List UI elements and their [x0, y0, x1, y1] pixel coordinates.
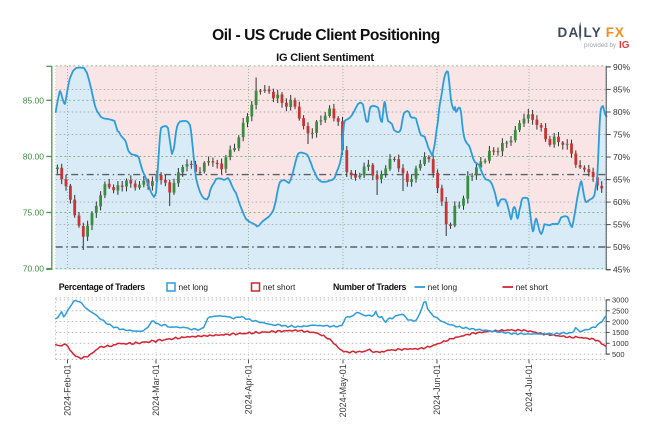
- svg-text:IG Client Sentiment: IG Client Sentiment: [276, 52, 374, 64]
- svg-text:LY: LY: [584, 25, 602, 40]
- svg-text:Percentage of Traders: Percentage of Traders: [59, 282, 146, 292]
- svg-text:1500: 1500: [612, 328, 629, 337]
- svg-text:net long: net long: [179, 282, 209, 292]
- svg-text:provided by: provided by: [584, 42, 617, 49]
- svg-text:3000: 3000: [612, 296, 629, 305]
- svg-text:2024-Jul-01: 2024-Jul-01: [524, 364, 534, 412]
- svg-text:net long: net long: [428, 282, 458, 292]
- svg-text:60%: 60%: [613, 197, 630, 207]
- svg-text:85%: 85%: [613, 84, 630, 94]
- svg-text:65%: 65%: [613, 175, 630, 185]
- svg-text:75%: 75%: [613, 130, 630, 140]
- svg-text:DA: DA: [558, 25, 580, 40]
- svg-text:2000: 2000: [612, 317, 629, 326]
- svg-text:2024-Feb-01: 2024-Feb-01: [63, 364, 73, 416]
- svg-text:80%: 80%: [613, 107, 630, 117]
- svg-text:70.00: 70.00: [23, 264, 45, 274]
- svg-text:85.00: 85.00: [23, 95, 45, 105]
- svg-text:50%: 50%: [613, 242, 630, 252]
- svg-text:Oil - US Crude Client Position: Oil - US Crude Client Positioning: [212, 27, 440, 44]
- svg-text:55%: 55%: [613, 220, 630, 230]
- svg-text:FX: FX: [606, 25, 625, 40]
- svg-text:70%: 70%: [613, 152, 630, 162]
- svg-text:2024-May-01: 2024-May-01: [338, 364, 348, 417]
- svg-text:1000: 1000: [612, 339, 629, 348]
- svg-text:2024-Mar-01: 2024-Mar-01: [151, 364, 161, 416]
- svg-text:net short: net short: [516, 282, 549, 292]
- svg-text:net short: net short: [263, 282, 296, 292]
- svg-text:75.00: 75.00: [23, 208, 45, 218]
- svg-text:45%: 45%: [613, 265, 630, 275]
- svg-text:90%: 90%: [613, 62, 630, 72]
- svg-text:2024-Jun-01: 2024-Jun-01: [432, 364, 442, 415]
- svg-text:IG: IG: [619, 40, 630, 51]
- svg-text:500: 500: [612, 350, 625, 359]
- svg-text:2500: 2500: [612, 306, 629, 315]
- svg-text:Number of Traders: Number of Traders: [333, 282, 407, 292]
- svg-text:80.00: 80.00: [23, 152, 45, 162]
- svg-text:2024-Apr-01: 2024-Apr-01: [244, 364, 254, 414]
